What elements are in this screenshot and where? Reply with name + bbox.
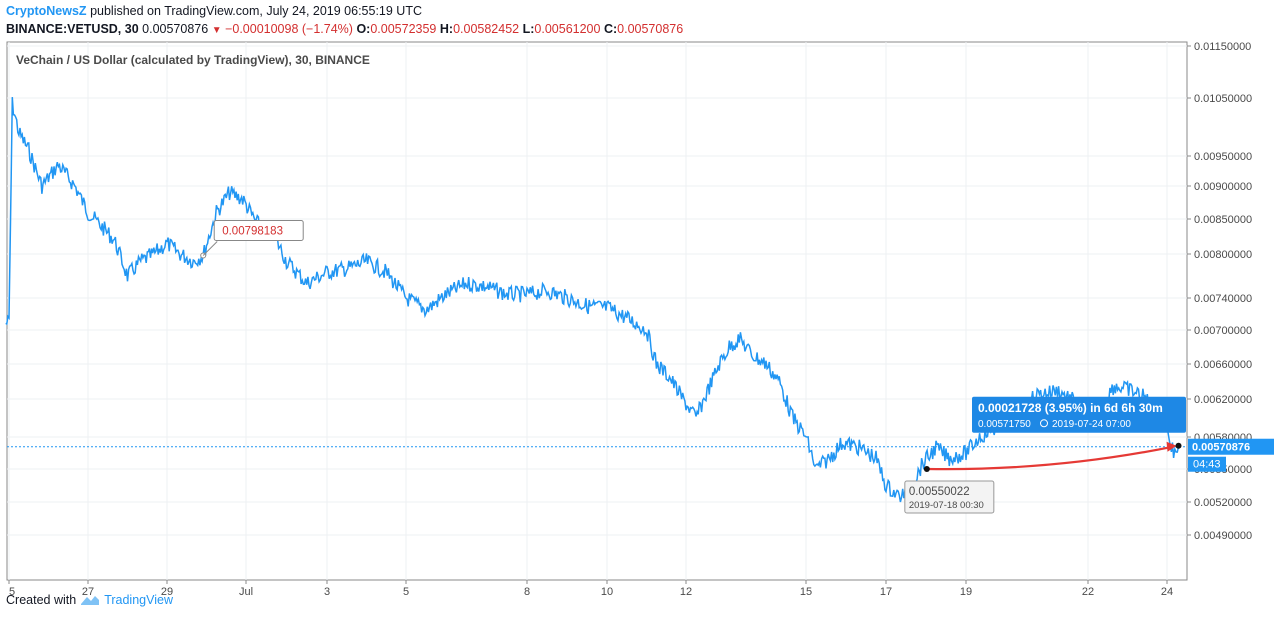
publish-line: CryptoNewsZ published on TradingView.com…	[6, 4, 422, 18]
low-value: 0.00561200	[534, 22, 601, 36]
price-tick-label: 0.00490000	[1194, 530, 1252, 542]
author-name[interactable]: CryptoNewsZ	[6, 4, 87, 18]
price-tick-label: 0.00660000	[1194, 359, 1252, 371]
time-tick-label: Jul	[239, 586, 253, 598]
last-price-tag	[1188, 438, 1274, 455]
last-price: 0.00570876	[142, 22, 209, 36]
publish-info: published on TradingView.com, July 24, 2…	[90, 4, 422, 18]
time-tick-label: 22	[1082, 586, 1094, 598]
time-tick-label: 3	[324, 586, 330, 598]
time-tick-label: 10	[601, 586, 613, 598]
high-label: H:	[439, 22, 454, 36]
time-tick-label: 19	[960, 586, 972, 598]
marker-leader	[202, 241, 218, 256]
chart-frame	[6, 41, 1188, 581]
countdown-label: 04:43	[1193, 459, 1221, 471]
measure-start-dot	[923, 465, 930, 472]
grid	[7, 42, 1187, 580]
footer: Created with TradingView	[6, 593, 173, 607]
open-value: 0.00572359	[370, 22, 437, 36]
price-tick-label: 0.00740000	[1194, 293, 1252, 305]
time-axis: 5 27 29 Jul 3 5 8 10 12 15 17 19 22 24	[8, 580, 1173, 598]
clock-icon	[1040, 419, 1048, 428]
measure-date: 2019-07-24 07:00	[1052, 419, 1131, 430]
time-tick-label: 5	[403, 586, 409, 598]
created-with-label: Created with	[6, 593, 77, 607]
price-tick-label: 0.00700000	[1194, 325, 1252, 337]
symbol-label: BINANCE:VETUSD, 30	[6, 22, 139, 36]
measure-change: 0.00021728 (3.95%) in 6d 6h 30m	[978, 401, 1163, 415]
marker-box	[213, 219, 304, 241]
close-label: C:	[603, 22, 618, 36]
arrow-head-icon	[1166, 441, 1177, 452]
down-arrow-icon: ▼	[211, 25, 222, 36]
marker-date: 2019-07-18 00:30	[909, 500, 984, 511]
chart-title: VeChain / US Dollar (calculated by Tradi…	[16, 53, 370, 67]
price-tick-label: 0.00800000	[1194, 249, 1252, 261]
time-tick-label: 17	[880, 586, 892, 598]
marker-box	[904, 480, 995, 514]
price-tick-label: 0.01150000	[1194, 41, 1251, 53]
annotations: 0.00570876 04:43 0.00798183 0.00550022 2019-…	[200, 219, 1274, 514]
price-tick-label: 0.00520000	[1194, 497, 1252, 509]
countdown-tag	[1188, 456, 1226, 472]
time-tick-label: 12	[680, 586, 692, 598]
open-label: O:	[356, 22, 371, 36]
measure-end-dot	[1175, 442, 1182, 449]
price-tick-label: 0.00950000	[1194, 151, 1252, 163]
price-tick-label: 0.00620000	[1194, 394, 1252, 406]
price-tick-label: 0.00850000	[1194, 214, 1252, 226]
low-label: L:	[522, 22, 535, 36]
ohlc-line: BINANCE:VETUSD, 30 0.00570876 ▼ −0.00010…	[6, 22, 683, 36]
close-value: 0.00570876	[617, 22, 684, 36]
marker-label: 0.00550022	[909, 486, 970, 498]
time-tick-label: 24	[1161, 586, 1173, 598]
last-price-tag-label: 0.00570876	[1192, 442, 1250, 454]
price-line	[5, 97, 1180, 503]
high-value: 0.00582452	[453, 22, 520, 36]
tradingview-logo-icon	[81, 596, 100, 605]
time-tick-label: 15	[800, 586, 812, 598]
price-tick-label: 0.00900000	[1194, 181, 1252, 193]
measure-price: 0.00571750	[978, 419, 1031, 430]
time-tick-label: 27	[82, 586, 94, 598]
tradingview-link[interactable]: TradingView	[104, 593, 173, 607]
time-tick-label: 8	[524, 586, 530, 598]
price-tick-label: 0.01050000	[1194, 93, 1252, 105]
marker-label: 0.00798183	[222, 225, 283, 237]
measure-arrow	[926, 445, 1173, 471]
measure-box	[972, 396, 1186, 433]
price-change: −0.00010098 (−1.74%)	[225, 22, 353, 36]
time-tick-label: 5	[9, 586, 15, 598]
time-tick-label: 29	[161, 586, 173, 598]
